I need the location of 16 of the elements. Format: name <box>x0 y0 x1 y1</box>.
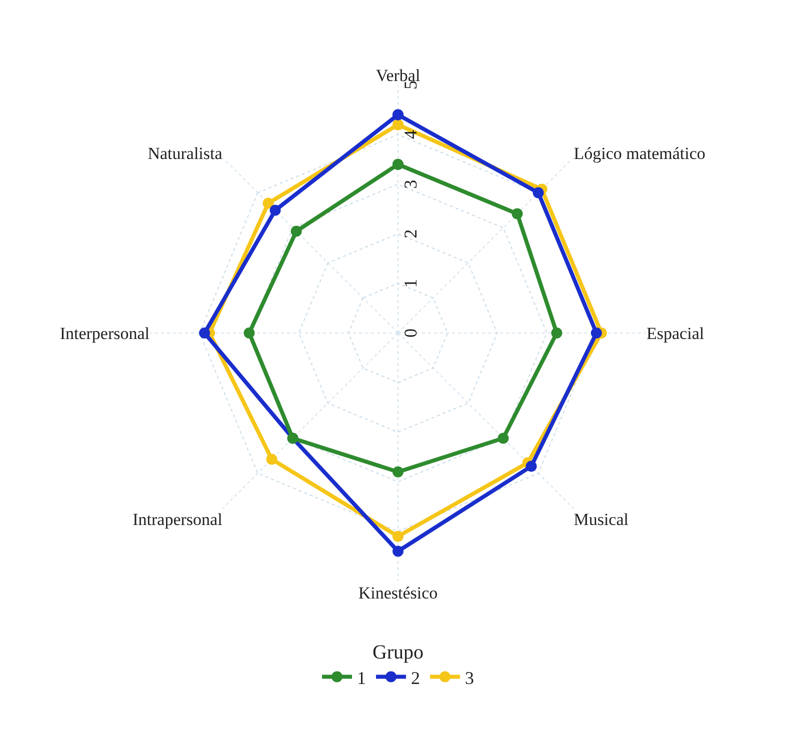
spoke-label: Naturalista <box>148 144 223 164</box>
legend-label: 1 <box>357 668 366 688</box>
y-tick-label: 5 <box>400 80 420 90</box>
y-tick-label: 0 <box>400 328 420 338</box>
spoke-label: Espacial <box>646 324 704 343</box>
legend-title: Grupo <box>372 642 424 664</box>
spoke-label: Intrapersonal <box>132 510 223 529</box>
spoke-label: Musical <box>574 510 629 529</box>
spoke-label: Interpersonal <box>60 324 150 343</box>
y-tick-label: 3 <box>400 180 420 189</box>
y-tick-label: 2 <box>400 229 420 238</box>
y-tick-label: 4 <box>400 130 420 140</box>
spoke-label: Lógico matemático <box>574 144 706 164</box>
spoke-label: Kinestésico <box>358 584 438 602</box>
legend-label: 3 <box>465 668 474 688</box>
y-tick-label: 1 <box>400 278 420 288</box>
